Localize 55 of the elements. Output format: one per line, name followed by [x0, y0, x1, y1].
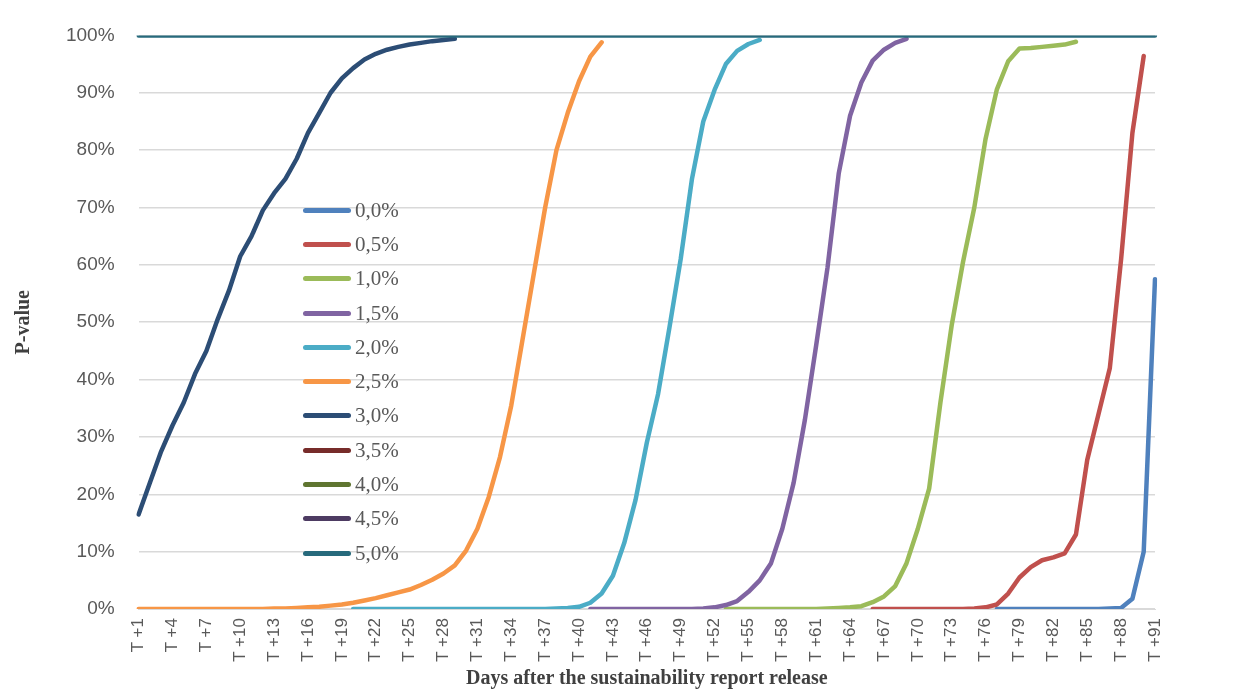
x-tick-label: T +25 [399, 618, 419, 662]
x-tick-label: T +49 [670, 618, 690, 662]
y-tick-label: 60% [76, 253, 115, 275]
x-tick-label: T +43 [602, 618, 622, 662]
y-tick-label: 40% [76, 367, 115, 389]
legend-label: 0,5% [355, 231, 399, 257]
x-tick-label: T +37 [534, 618, 554, 662]
legend-label: 1,0% [355, 266, 399, 292]
legend-label: 3,5% [355, 437, 399, 463]
y-tick-label: 0% [87, 597, 115, 619]
y-tick-label: 30% [76, 425, 115, 447]
y-axis-title: P-value [11, 289, 34, 355]
legend-label: 0,0% [355, 197, 399, 223]
x-tick-label: T +34 [500, 618, 520, 662]
y-tick-label: 100% [65, 23, 115, 45]
x-tick-label: T +85 [1076, 618, 1096, 662]
x-tick-label: T +58 [772, 618, 792, 662]
y-tick-label: 80% [76, 138, 115, 160]
x-tick-label: T +28 [433, 618, 453, 662]
x-tick-label: T +61 [805, 618, 825, 662]
x-tick-label: T +76 [975, 618, 995, 662]
x-tick-label: T +4 [162, 618, 182, 653]
legend-label: 2,0% [355, 334, 399, 360]
y-tick-label: 10% [76, 539, 115, 561]
x-tick-label: T +40 [568, 618, 588, 662]
x-axis-title: Days after the sustainability report release [465, 666, 828, 690]
legend-label: 4,5% [355, 506, 399, 532]
legend-label: 1,5% [355, 300, 399, 326]
x-tick-label: T +10 [229, 618, 249, 662]
x-tick-label: T +1 [128, 618, 148, 653]
x-tick-label: T +82 [1043, 618, 1063, 662]
x-tick-label: T +7 [196, 618, 216, 653]
x-tick-label: T +70 [907, 618, 927, 662]
x-tick-label: T +13 [263, 618, 283, 662]
x-tick-label: T +19 [331, 618, 351, 662]
x-tick-label: T +73 [941, 618, 961, 662]
x-tick-label: T +79 [1009, 618, 1029, 662]
x-tick-label: T +55 [738, 618, 758, 662]
x-tick-label: T +16 [297, 618, 317, 662]
x-tick-label: T +22 [365, 618, 385, 662]
x-tick-label: T +64 [839, 618, 859, 662]
x-tick-label: T +31 [467, 618, 487, 662]
legend-label: 5,0% [355, 540, 399, 566]
y-tick-label: 20% [76, 482, 115, 504]
x-tick-label: T +91 [1144, 618, 1164, 662]
x-tick-label: T +67 [873, 618, 893, 662]
y-tick-label: 50% [76, 310, 115, 332]
legend-label: 3,0% [355, 403, 399, 429]
x-tick-label: T +88 [1110, 618, 1130, 662]
legend-label: 2,5% [355, 369, 399, 395]
x-tick-label: T +46 [636, 618, 656, 662]
legend-label: 4,0% [355, 472, 399, 498]
y-tick-label: 90% [76, 81, 115, 102]
y-tick-label: 70% [76, 195, 115, 217]
x-tick-label: T +52 [704, 618, 724, 662]
